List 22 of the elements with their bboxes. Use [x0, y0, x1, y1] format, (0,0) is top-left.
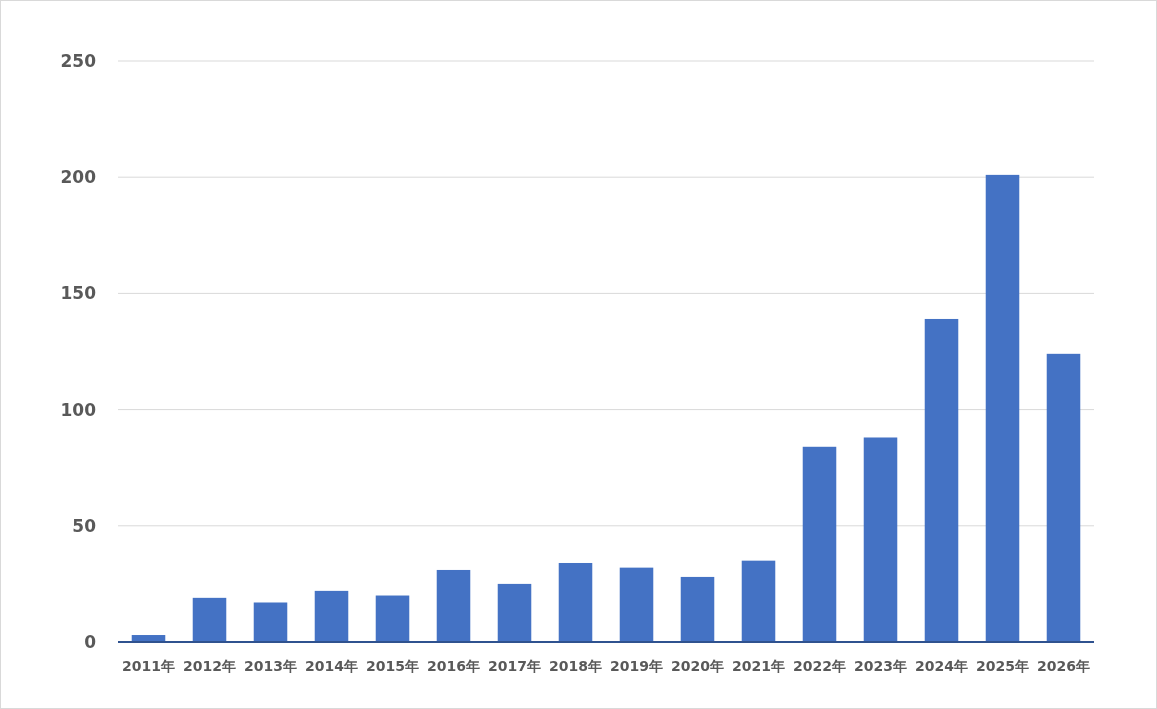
y-tick-label: 200: [60, 167, 97, 188]
x-tick-label: 2017年: [488, 658, 541, 674]
x-tick-label: 2023年: [854, 658, 907, 674]
y-tick-label: 250: [60, 51, 97, 71]
x-tick-label: 2021年: [732, 658, 785, 674]
x-tick-label: 2024年: [915, 658, 968, 674]
x-tick-label: 2015年: [366, 658, 419, 674]
y-tick-label: 150: [60, 283, 97, 304]
x-tick-label: 2022年: [793, 658, 846, 674]
x-tick-label: 2012年: [183, 658, 236, 674]
x-tick-label: 2019年: [610, 658, 663, 674]
x-tick-label: 2026年: [1037, 658, 1090, 674]
x-tick-label: 2020年: [671, 658, 724, 674]
y-tick-label: 0: [84, 632, 97, 652]
x-tick-label: 2011年: [122, 658, 175, 674]
y-tick-label: 100: [60, 399, 97, 420]
x-tick-label: 2025年: [976, 658, 1029, 674]
x-tick-label: 2013年: [244, 658, 297, 674]
y-tick-label: 50: [72, 515, 97, 536]
x-tick-label: 2014年: [305, 658, 358, 674]
x-tick-label: 2016年: [427, 658, 480, 674]
x-tick-label: 2018年: [549, 658, 602, 674]
